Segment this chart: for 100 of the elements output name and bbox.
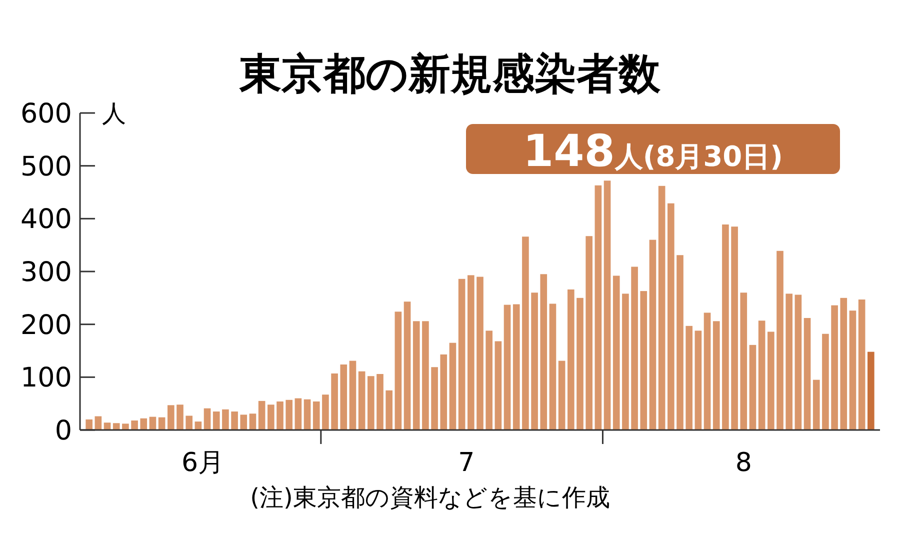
bar bbox=[358, 371, 366, 430]
bar bbox=[849, 310, 856, 430]
bar bbox=[304, 399, 311, 430]
bar bbox=[712, 321, 720, 430]
bar bbox=[776, 250, 784, 430]
bar bbox=[349, 360, 356, 430]
bar bbox=[176, 404, 184, 430]
bar bbox=[240, 414, 248, 430]
bar bbox=[322, 394, 329, 430]
bar bbox=[622, 294, 629, 430]
bar bbox=[686, 326, 692, 430]
bar bbox=[704, 312, 711, 430]
bar bbox=[86, 419, 92, 430]
bar bbox=[494, 341, 502, 430]
bar bbox=[868, 352, 874, 430]
bar bbox=[549, 304, 556, 430]
bar bbox=[294, 398, 302, 430]
bar bbox=[504, 304, 511, 430]
bar bbox=[404, 302, 411, 430]
bar bbox=[212, 412, 220, 430]
bar bbox=[604, 180, 611, 430]
bar bbox=[658, 186, 666, 430]
bar bbox=[258, 400, 266, 430]
bar bbox=[449, 342, 456, 430]
bar bbox=[531, 292, 538, 430]
x-tick-label: 8 bbox=[735, 448, 752, 478]
x-tick-label: 6月 bbox=[181, 448, 224, 478]
bar bbox=[822, 334, 829, 430]
bar bbox=[749, 344, 756, 430]
annotation: 148人(8月30日) bbox=[523, 126, 783, 177]
bar bbox=[794, 294, 802, 430]
bar bbox=[676, 255, 684, 430]
bar bbox=[231, 412, 238, 430]
bar bbox=[631, 266, 638, 430]
bar bbox=[758, 320, 766, 430]
bar bbox=[640, 291, 648, 430]
bar bbox=[386, 390, 392, 430]
y-tick-label: 600 bbox=[20, 98, 72, 130]
bar bbox=[112, 423, 120, 430]
bar bbox=[668, 203, 674, 430]
bar bbox=[131, 420, 138, 430]
bar bbox=[740, 292, 748, 430]
y-tick-label: 0 bbox=[54, 415, 72, 446]
bar bbox=[594, 185, 602, 430]
text: (注)東京都の資料などを基に作成 bbox=[250, 483, 610, 512]
bar bbox=[94, 416, 102, 430]
bar bbox=[368, 376, 374, 430]
bar bbox=[394, 312, 402, 430]
bar bbox=[540, 274, 548, 430]
bar bbox=[840, 298, 848, 430]
bar bbox=[286, 400, 292, 430]
bar bbox=[249, 414, 256, 430]
y-tick-label: 500 bbox=[20, 151, 72, 182]
bar bbox=[731, 226, 738, 430]
bar bbox=[104, 422, 111, 430]
bar bbox=[458, 278, 466, 430]
bar bbox=[476, 276, 484, 430]
bar bbox=[468, 275, 474, 430]
bar bbox=[558, 360, 566, 430]
bar bbox=[440, 354, 448, 430]
bar bbox=[804, 318, 811, 430]
bar bbox=[312, 401, 320, 430]
bar bbox=[694, 330, 702, 430]
bar bbox=[222, 409, 229, 430]
bar bbox=[522, 236, 529, 430]
bar bbox=[858, 300, 866, 430]
chart-title: 東京都の新規感染者数 bbox=[238, 49, 662, 98]
x-tick-label: 7 bbox=[458, 448, 475, 478]
y-axis-title: 人 bbox=[102, 99, 126, 128]
bar bbox=[340, 364, 348, 430]
bar bbox=[812, 380, 820, 430]
bar bbox=[331, 373, 338, 430]
bar bbox=[158, 417, 166, 430]
bar bbox=[486, 330, 492, 430]
y-tick-label: 200 bbox=[20, 310, 72, 341]
bar bbox=[576, 298, 584, 430]
bar bbox=[168, 405, 174, 430]
bar bbox=[568, 289, 574, 430]
bar bbox=[649, 240, 656, 430]
bar bbox=[204, 408, 211, 430]
bar bbox=[194, 422, 202, 430]
bar bbox=[122, 424, 129, 430]
bar bbox=[586, 236, 592, 430]
bar bbox=[149, 416, 156, 430]
bar bbox=[376, 374, 384, 430]
bar bbox=[512, 304, 520, 430]
bar bbox=[140, 418, 148, 430]
bar bbox=[268, 404, 274, 430]
bar bbox=[186, 416, 192, 430]
bar bbox=[722, 224, 729, 430]
y-tick-label: 300 bbox=[20, 256, 72, 288]
y-tick-label: 400 bbox=[20, 204, 72, 236]
bar bbox=[612, 276, 620, 430]
bar bbox=[422, 321, 429, 430]
bar bbox=[831, 305, 838, 430]
y-tick-label: 100 bbox=[20, 362, 72, 394]
bar bbox=[412, 321, 420, 430]
bar bbox=[786, 294, 792, 430]
bar bbox=[768, 332, 774, 430]
bar bbox=[276, 401, 284, 430]
